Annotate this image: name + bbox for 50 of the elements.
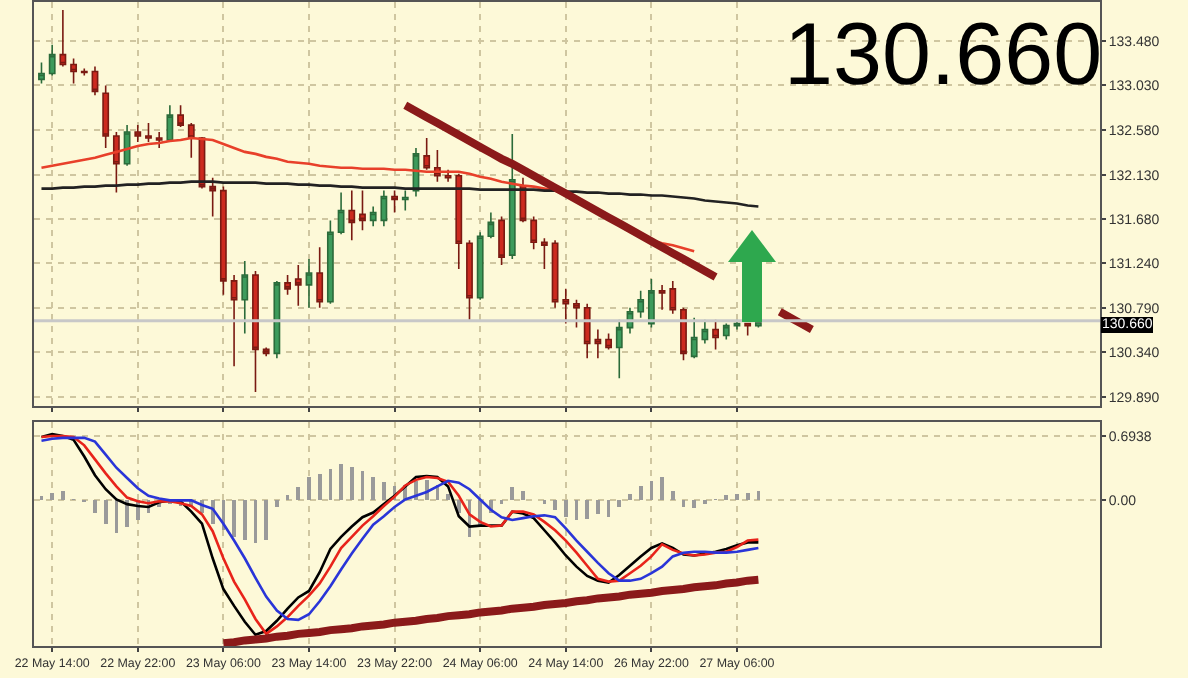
candlestick — [241, 260, 249, 335]
candlestick — [284, 274, 291, 296]
candlestick — [712, 318, 719, 351]
candlestick — [166, 104, 174, 143]
candlestick — [262, 346, 270, 358]
candlestick — [637, 290, 645, 319]
candlestick — [294, 264, 302, 307]
candlestick — [508, 133, 516, 260]
candlestick — [530, 215, 538, 250]
candlestick — [209, 176, 217, 218]
annotation: 130.660 — [784, 6, 1103, 104]
candlestick — [680, 306, 687, 362]
candlestick — [605, 332, 612, 351]
candlestick — [134, 124, 142, 143]
candlestick — [305, 258, 313, 309]
candlestick — [230, 274, 238, 368]
candlestick — [359, 189, 366, 232]
candlestick — [498, 215, 505, 266]
candlestick — [219, 185, 227, 296]
candlestick — [391, 189, 398, 214]
candlestick — [722, 322, 730, 341]
line-series — [219, 575, 763, 646]
candlestick — [348, 189, 356, 242]
candlestick — [80, 67, 88, 77]
candlestick — [573, 298, 580, 329]
candlestick — [177, 104, 184, 128]
candlestick — [252, 270, 259, 393]
candlestick — [744, 322, 752, 337]
candlestick — [540, 237, 548, 270]
candlestick — [647, 278, 655, 329]
candlestick — [59, 9, 67, 68]
candlestick — [401, 189, 409, 212]
candlestick — [187, 122, 195, 159]
candlestick — [326, 219, 334, 305]
candlestick — [615, 318, 623, 379]
candlestick — [155, 131, 163, 149]
candlestick — [337, 191, 345, 236]
candlestick — [273, 280, 281, 360]
candlestick — [70, 57, 78, 85]
candlestick — [145, 122, 152, 143]
candlestick — [48, 43, 56, 77]
candlestick — [316, 246, 324, 309]
candlestick — [123, 124, 131, 167]
line-series — [40, 180, 760, 208]
candlestick — [102, 84, 110, 149]
candlestick — [466, 239, 473, 321]
candlestick — [91, 65, 99, 97]
candlestick — [38, 61, 45, 85]
candlestick — [423, 137, 431, 171]
candlestick — [112, 131, 120, 194]
